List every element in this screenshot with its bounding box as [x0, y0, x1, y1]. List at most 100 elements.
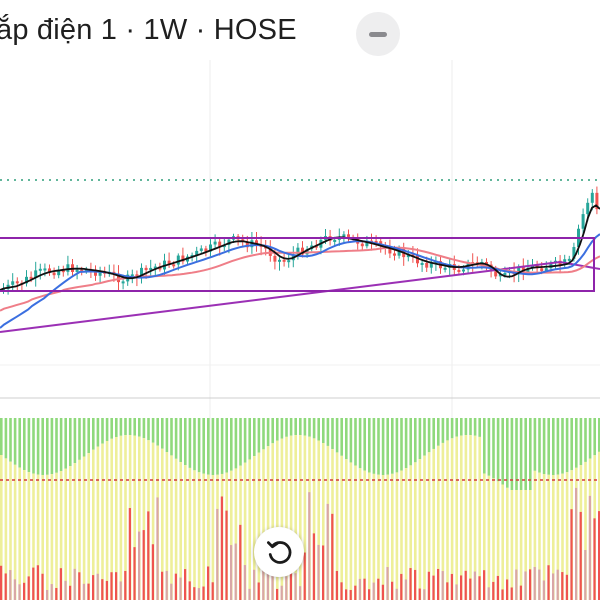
oscillator-bar-yellow [64, 468, 67, 600]
volume-bar [446, 582, 449, 600]
volume-bar [128, 508, 131, 600]
oscillator-bar-green [78, 418, 81, 460]
candle-body [531, 265, 534, 269]
oscillator-bar-yellow [455, 436, 458, 600]
oscillator-bar-yellow [133, 435, 136, 600]
volume-bar [450, 573, 453, 600]
oscillator-bar-yellow [473, 435, 477, 600]
candle-body [213, 241, 217, 245]
candle-body [406, 254, 410, 258]
oscillator-bar-yellow [464, 435, 468, 600]
oscillator-bar-green [197, 418, 201, 473]
moving-average-black [0, 204, 600, 291]
oscillator-bar-green [414, 418, 417, 463]
collapse-legend-button[interactable] [356, 12, 400, 56]
oscillator-bar-yellow [414, 462, 417, 600]
volume-bar [64, 580, 67, 600]
oscillator-bar-yellow [46, 474, 49, 600]
volume-bar [165, 570, 168, 600]
volume-bar [59, 568, 62, 600]
oscillator-bar-green [96, 418, 100, 447]
oscillator-bar-yellow [13, 464, 17, 600]
oscillator-bar-yellow [496, 481, 500, 600]
oscillator-bar-yellow [142, 438, 146, 600]
oscillator-bar-yellow [69, 466, 72, 600]
oscillator-bar-yellow [487, 475, 491, 600]
oscillator-bar-green [225, 418, 228, 473]
oscillator-bar-yellow [533, 470, 537, 600]
oscillator-bar-green [483, 418, 486, 474]
oscillator-bar-green [253, 418, 256, 457]
oscillator-bar-green [9, 418, 12, 462]
oscillator-bar-green [469, 418, 472, 436]
oscillator-bar-yellow [446, 440, 449, 600]
volume-bar [427, 571, 430, 600]
volume-bar [584, 549, 587, 600]
candle-body [503, 272, 507, 275]
volume-bar [303, 552, 306, 600]
oscillator-bar-yellow [105, 440, 109, 600]
volume-bar [193, 587, 196, 600]
volume-bar [294, 573, 297, 600]
oscillator-bar-yellow [82, 456, 86, 600]
volume-bar [519, 585, 522, 600]
reset-chart-button[interactable] [254, 527, 304, 577]
oscillator-bar-green [400, 418, 403, 471]
oscillator-bar-green [27, 418, 31, 473]
volume-bar [538, 569, 541, 600]
oscillator-bar-green [133, 418, 136, 436]
oscillator-bar-green [13, 418, 17, 465]
volume-bar [469, 578, 472, 600]
volume-bar [561, 572, 564, 600]
oscillator-bar-yellow [372, 473, 376, 600]
oscillator-bar-yellow [101, 443, 104, 600]
candle-body [572, 247, 576, 259]
volume-bar [0, 565, 3, 600]
oscillator-bar-green [372, 418, 376, 474]
oscillator-bar-yellow [538, 472, 541, 600]
oscillator-bar-yellow [391, 473, 394, 600]
candle-body [94, 269, 97, 276]
oscillator-bar-yellow [381, 474, 385, 600]
oscillator-bar-yellow [151, 442, 155, 600]
volume-bar [363, 578, 366, 600]
volume-bar [437, 568, 440, 600]
oscillator-bar-green [303, 418, 307, 436]
volume-bar [32, 567, 35, 600]
oscillator-bar-green [147, 418, 150, 441]
oscillator-bar-yellow [138, 436, 141, 600]
oscillator-bar-yellow [124, 435, 127, 600]
volume-bar [391, 581, 394, 600]
volume-bar [280, 585, 283, 600]
oscillator-bar-green [446, 418, 449, 441]
minus-icon [369, 31, 387, 37]
oscillator-bar-green [308, 418, 311, 437]
candle-body [140, 267, 143, 278]
volume-bar [156, 497, 159, 600]
oscillator-bar-yellow [73, 463, 77, 600]
oscillator-bar-green [115, 418, 118, 438]
volume-bar [432, 575, 435, 600]
oscillator-bar-green [299, 418, 302, 436]
candle-body [443, 267, 447, 270]
oscillator-bar-yellow [18, 467, 21, 600]
volume-bar [524, 571, 527, 600]
oscillator-bar-green [561, 418, 564, 474]
oscillator-bar-green [418, 418, 422, 460]
candle-body [360, 243, 364, 247]
volume-bar [248, 588, 251, 600]
volume-bar [262, 566, 265, 600]
oscillator-bar-yellow [119, 435, 123, 600]
volume-bar [395, 588, 398, 600]
volume-bar [460, 575, 463, 600]
oscillator-bar-green [234, 418, 238, 469]
candle-body [204, 248, 208, 252]
oscillator-bar-green [165, 418, 169, 453]
candle-body [273, 255, 277, 262]
candle-body [526, 268, 530, 273]
candle-body [117, 273, 120, 283]
oscillator-bar-yellow [432, 448, 435, 600]
candlestick-series [2, 186, 599, 295]
candle-body [149, 267, 153, 271]
